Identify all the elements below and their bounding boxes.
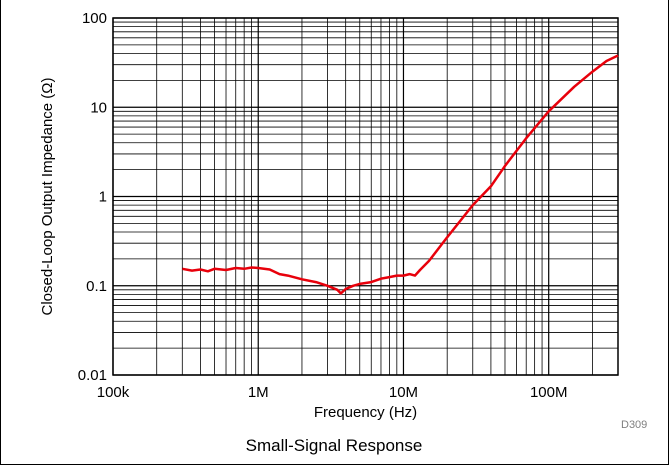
y-tick-label: 0.01 xyxy=(78,367,107,384)
x-tick-label: 100M xyxy=(530,384,568,401)
series-line xyxy=(182,54,619,295)
y-tick-label: 10 xyxy=(90,99,107,116)
y-tick-label: 0.1 xyxy=(86,278,107,295)
y-tick-labels: 100 10 1 0.1 0.01 xyxy=(78,10,107,384)
x-tick-label: 1M xyxy=(248,384,269,401)
grid-lines xyxy=(112,17,619,376)
figure-code: D309 xyxy=(621,419,647,431)
x-tick-label: 100k xyxy=(97,384,130,401)
y-axis-label: Closed-Loop Output Impedance (Ω) xyxy=(39,77,56,315)
figure-caption: Small-Signal Response xyxy=(246,436,423,455)
y-tick-label: 1 xyxy=(99,189,107,206)
x-tick-label: 10M xyxy=(389,384,418,401)
x-axis-label: Frequency (Hz) xyxy=(314,404,417,421)
x-tick-labels: 100k 1M 10M 100M xyxy=(97,384,568,401)
y-tick-label: 100 xyxy=(82,10,107,27)
plot-border xyxy=(112,17,619,376)
